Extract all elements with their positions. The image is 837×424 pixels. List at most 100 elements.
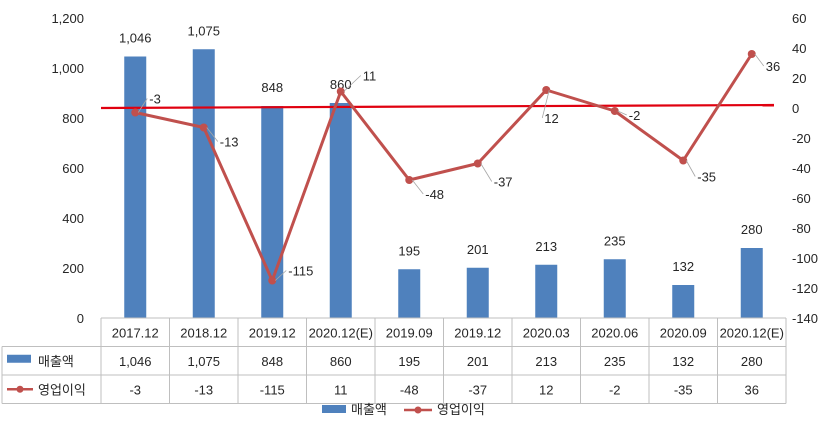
line-point	[542, 86, 551, 94]
line-point	[473, 159, 482, 168]
right-tick-label: 20	[792, 71, 806, 86]
leader-line	[411, 179, 424, 195]
bar	[672, 285, 695, 318]
table-cell: 848	[261, 354, 283, 369]
line-value-label: -35	[697, 170, 716, 185]
table-cell: -3	[129, 382, 141, 397]
line-point	[405, 176, 414, 184]
right-tick-label: -80	[792, 221, 811, 236]
left-tick-label: 0	[77, 311, 84, 326]
bar	[329, 103, 352, 318]
table-cell: -37	[468, 382, 487, 397]
leader-line	[754, 53, 765, 67]
line-point	[268, 276, 277, 285]
legend: 매출액 영업이익	[322, 402, 485, 417]
right-axis-ticks: -140 -120 -100 -80 -60 -40 -20 0 20 40 60	[792, 11, 818, 326]
table-cell: -48	[400, 382, 419, 397]
bar	[124, 56, 147, 318]
data-table: 2017.12 2018.12 2019.12 2020.12(E) 2019.09 20…	[1, 317, 787, 404]
table-cell: 11	[334, 382, 348, 397]
right-tick-label: -60	[792, 191, 811, 206]
line-path	[134, 53, 754, 282]
legend-label: 영업이익	[437, 402, 485, 417]
right-tick-label: -120	[792, 281, 818, 296]
bar-value-label: 1,075	[187, 23, 220, 38]
table-cell: -35	[674, 382, 693, 397]
trend-line-path	[100, 103, 775, 110]
bar-data-labels: 1,046 1,075 848 860 195 201 213 235 132 280	[119, 23, 763, 274]
table-cell: -115	[260, 382, 285, 397]
leader-line	[480, 163, 493, 182]
category-label: 2020.12(E)	[720, 325, 784, 340]
line-value-label: 11	[363, 69, 377, 84]
category-label: 2020.03	[523, 325, 570, 340]
bar	[603, 259, 626, 318]
left-tick-label: 400	[62, 211, 84, 226]
legend-marker	[414, 406, 422, 414]
bar-value-label: 280	[741, 222, 763, 237]
bar-value-label: 213	[535, 239, 557, 254]
bar-value-label: 195	[398, 243, 420, 258]
bar-value-label: 235	[604, 233, 626, 248]
category-label: 2019.12	[249, 325, 296, 340]
line-value-label: -37	[494, 175, 513, 190]
category-label: 2020.12(E)	[309, 325, 373, 340]
left-tick-label: 800	[62, 111, 84, 126]
table-legend-marker	[16, 385, 24, 393]
leader-line	[685, 160, 696, 177]
category-label: 2020.09	[660, 325, 707, 340]
line-value-label: -13	[220, 135, 239, 150]
trend-line	[100, 103, 775, 110]
legend-label: 매출액	[351, 402, 387, 417]
line-value-label: -115	[288, 264, 313, 279]
table-cell: -13	[194, 382, 213, 397]
line-series	[131, 50, 756, 285]
table-cell: 235	[604, 354, 626, 369]
table-legend-swatch	[7, 354, 31, 363]
table-series-name: 영업이익	[38, 382, 86, 397]
category-label: 2020.06	[591, 325, 638, 340]
line-value-label: -2	[629, 108, 641, 123]
bar	[535, 264, 558, 318]
line-value-label: 12	[544, 111, 558, 126]
leader-line	[541, 89, 550, 119]
bar-value-label: 132	[672, 259, 694, 274]
left-tick-label: 1,000	[51, 61, 84, 76]
legend-swatch	[322, 405, 346, 413]
right-tick-label: -40	[792, 161, 811, 176]
left-tick-label: 600	[62, 161, 84, 176]
table-cell: 860	[330, 354, 352, 369]
right-tick-label: -20	[792, 131, 811, 146]
bar-value-label: 201	[467, 242, 489, 257]
line-value-label: -3	[149, 92, 161, 107]
bar-series	[124, 49, 763, 318]
line-data-labels: -3 -13 -115 11 -48 -37 12 -2 -35 36	[137, 53, 780, 281]
bar-value-label: 848	[261, 80, 283, 95]
table-cell: -2	[609, 382, 621, 397]
line-point	[610, 107, 619, 115]
table-cell: 201	[467, 354, 489, 369]
category-label: 2019.12	[454, 325, 501, 340]
leader-line	[274, 270, 287, 281]
left-tick-label: 1,200	[51, 11, 84, 26]
bar	[192, 49, 215, 318]
bar	[398, 269, 421, 318]
table-cell: 12	[539, 382, 553, 397]
right-tick-label: -140	[792, 311, 818, 326]
line-point	[131, 108, 140, 117]
leader-line	[206, 127, 219, 142]
bar-value-label: 1,046	[119, 31, 152, 46]
leader-line	[343, 75, 362, 92]
table-cell: 36	[745, 382, 759, 397]
table-cell: 280	[741, 354, 763, 369]
table-cell: 195	[398, 354, 420, 369]
bar	[740, 248, 763, 318]
bar	[466, 267, 489, 318]
line-point	[679, 156, 688, 165]
line-point	[336, 87, 345, 96]
category-label: 2018.12	[180, 325, 227, 340]
leader-line	[617, 110, 627, 116]
line-value-label: 36	[766, 59, 780, 74]
bar	[261, 106, 284, 318]
